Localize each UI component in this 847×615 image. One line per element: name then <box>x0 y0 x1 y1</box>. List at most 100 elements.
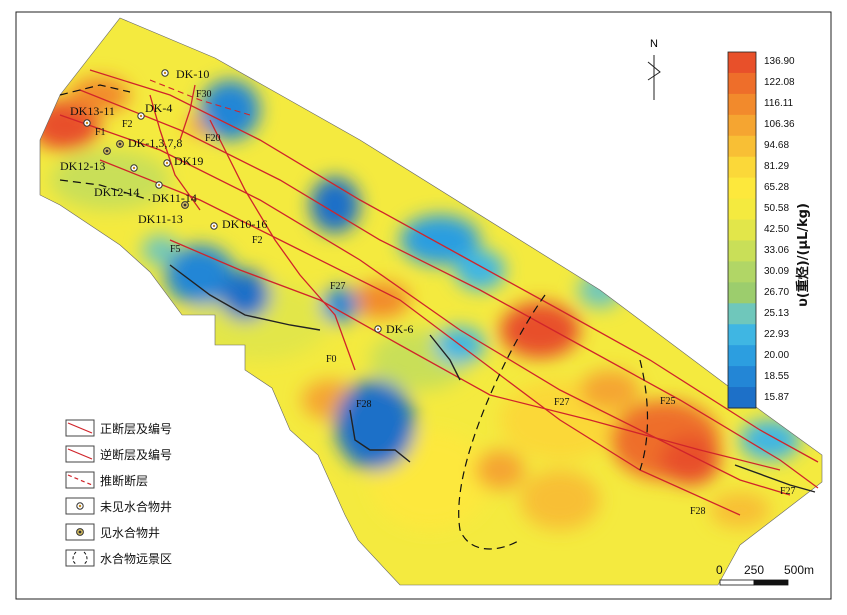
legend-item: 正断层及编号 <box>100 418 172 438</box>
colorbar-tick-label: 81.29 <box>764 161 790 173</box>
well-marker <box>83 119 91 127</box>
colorbar-tick-label: 25.13 <box>764 307 790 319</box>
fault-f1 <box>149 94 201 211</box>
map-frame <box>15 11 832 600</box>
well-label-dk12-13: DK12-13 <box>60 159 106 173</box>
legend-label: 正断层及编号 <box>100 421 173 436</box>
colorbar-swatch <box>728 303 756 325</box>
fault-f28 <box>99 159 741 516</box>
well-label-dk13-11: DK13-11 <box>70 104 115 118</box>
fault-f27-north <box>89 69 819 463</box>
fault-label: F1 <box>95 127 106 138</box>
well-marker <box>116 140 124 148</box>
legend-label: 逆断层及编号 <box>100 447 173 462</box>
well-label-dk6: DK-6 <box>386 322 414 336</box>
fault-label: F28 <box>690 506 706 517</box>
prospect-zone-w <box>59 179 151 201</box>
colorbar-swatch <box>728 366 756 388</box>
fault-dark-mid <box>429 334 461 381</box>
fault-label: F2 <box>252 235 263 246</box>
legend-label: 见水合物井 <box>100 525 161 540</box>
inferred-fault-1 <box>149 79 251 116</box>
colorbar-tick-label: 94.68 <box>764 140 790 152</box>
scale-label-0: 0 <box>716 563 723 577</box>
fault-label: F20 <box>205 133 221 144</box>
colorbar-tick-label: 20.00 <box>764 349 790 361</box>
colorbar-tick-label: 122.08 <box>764 77 795 89</box>
well-marker <box>137 112 145 120</box>
fault-label: F27 <box>330 281 346 292</box>
colorbar-swatch <box>728 198 756 221</box>
survey-boundary <box>39 17 823 586</box>
colorbar-swatch <box>728 282 756 304</box>
legend-item: 推断断层 <box>100 470 148 490</box>
fault-label: F0 <box>326 354 337 365</box>
dark-faults <box>169 264 816 493</box>
well-label-dk10: DK-10 <box>176 67 210 81</box>
colorbar-swatch <box>728 240 756 262</box>
colorbar-swatch <box>728 177 756 200</box>
well-label-dk4: DK-4 <box>145 101 173 115</box>
colorbar-tick-label: 30.09 <box>764 265 790 277</box>
inferred-faults <box>149 79 251 116</box>
colorbar-tick-label: 106.36 <box>764 119 795 131</box>
colorbar-swatch <box>728 219 756 241</box>
prospect-zones <box>59 84 649 550</box>
well-marker <box>103 147 111 155</box>
legend-item: 未见水合物井 <box>100 496 172 516</box>
legend-label: 未见水合物井 <box>100 499 173 514</box>
legend-item: 逆断层及编号 <box>100 444 172 464</box>
well-label-dk12-14: DK12-14 <box>94 185 140 199</box>
fault-label: F28 <box>356 399 372 410</box>
colorbar-frame <box>727 51 757 409</box>
legend-item: 水合物远景区 <box>100 548 172 568</box>
fault-f27-south <box>59 114 791 496</box>
fault-label: F25 <box>660 396 676 407</box>
fault-f5 <box>169 264 321 331</box>
colorbar-tick-label: 50.58 <box>764 203 790 215</box>
colorbar-swatch <box>728 52 756 74</box>
fault-f25 <box>79 89 819 489</box>
fault-lines <box>59 69 819 516</box>
scale-label-500: 500m <box>784 563 815 577</box>
fault-f0 <box>169 239 781 471</box>
colorbar <box>728 52 756 409</box>
scale-label-250: 250 <box>744 563 765 577</box>
colorbar-swatch <box>728 93 756 116</box>
legend-label: 推断断层 <box>100 473 149 488</box>
north-label: N <box>650 38 658 50</box>
fault-f28-west <box>349 409 411 463</box>
colorbar-swatch <box>728 261 756 283</box>
colorbar-tick-label: 18.55 <box>764 370 790 382</box>
colorbar-swatch <box>728 135 756 158</box>
colorbar-title: υ(重烃)/(μL/kg) <box>796 203 811 307</box>
legend-label: 水合物远景区 <box>100 551 173 566</box>
well-label-dk11-14: DK11-14 <box>152 191 197 205</box>
colorbar-swatch <box>728 114 756 137</box>
colorbar-tick-label: 22.93 <box>764 328 790 340</box>
colorbar-swatch <box>728 324 756 346</box>
prospect-zone-west <box>458 294 546 550</box>
fault-label: F30 <box>196 89 212 100</box>
colorbar-tick-label: 15.87 <box>764 391 790 403</box>
colorbar-swatch <box>728 345 756 367</box>
legend-symbols <box>65 419 95 567</box>
well-label-dk1378: DK-1,3,7,8 <box>128 136 183 150</box>
well-marker <box>374 325 382 333</box>
north-arrow-icon <box>647 55 661 100</box>
well-marker <box>163 159 171 167</box>
fault-label: F2 <box>122 119 133 130</box>
prospect-zone-nw <box>59 84 131 96</box>
well-marker <box>155 181 163 189</box>
well-marker <box>181 201 189 209</box>
fault-f20 <box>209 119 356 371</box>
fault-label: F5 <box>170 244 181 255</box>
fault-label: F27 <box>554 397 570 408</box>
well-markers <box>83 69 382 333</box>
colorbar-tick-label: 33.06 <box>764 244 790 256</box>
colorbar-swatch <box>728 156 756 179</box>
well-label-dk11-13: DK11-13 <box>138 212 183 226</box>
colorbar-tick-label: 65.28 <box>764 182 790 194</box>
